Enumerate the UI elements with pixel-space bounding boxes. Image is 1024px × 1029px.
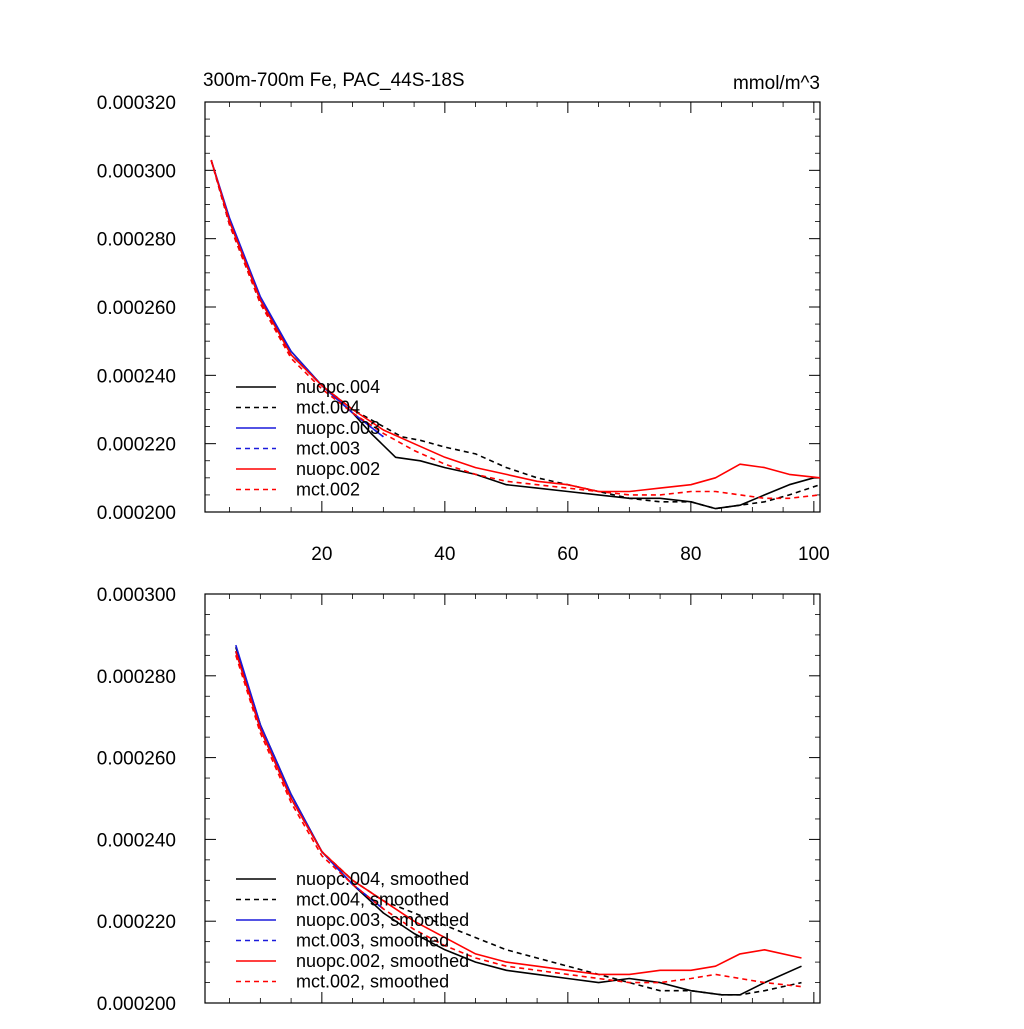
legend-label: nuopc.002 — [296, 459, 380, 479]
y-tick-label: 0.000260 — [97, 298, 176, 319]
x-tick-label: 20 — [311, 544, 332, 565]
y-tick-label: 0.000220 — [97, 435, 176, 456]
x-tick-label: 80 — [680, 544, 701, 565]
y-tick-label: 0.000240 — [97, 366, 176, 387]
chart-title: 300m-700m Fe, PAC_44S-18S — [203, 70, 465, 91]
y-tick-label: 0.000300 — [97, 585, 176, 606]
legend-label: mct.003 — [296, 439, 360, 459]
y-tick-label: 0.000220 — [97, 912, 176, 933]
x-tick-label: 40 — [434, 544, 455, 565]
series-line — [235, 655, 802, 988]
legend-label: nuopc.004, smoothed — [296, 869, 469, 889]
legend-label: mct.004 — [296, 398, 360, 418]
chart-units: mmol/m^3 — [733, 73, 820, 94]
legend-label: mct.002 — [296, 480, 360, 500]
legend-label: nuopc.002, smoothed — [296, 951, 469, 971]
y-tick-label: 0.000260 — [97, 749, 176, 770]
series-line — [210, 159, 821, 510]
series-line — [235, 651, 802, 976]
y-tick-label: 0.000280 — [97, 667, 176, 688]
y-tick-label: 0.000280 — [97, 230, 176, 251]
legend-label: mct.002, smoothed — [296, 972, 449, 992]
legend-label: nuopc.003 — [296, 418, 380, 438]
series-line — [210, 159, 821, 500]
series-line — [210, 159, 821, 493]
x-tick-label: 60 — [557, 544, 578, 565]
y-tick-label: 0.000300 — [97, 161, 176, 182]
series-line — [210, 159, 384, 438]
legend-label: mct.003, smoothed — [296, 931, 449, 951]
y-tick-label: 0.000200 — [97, 503, 176, 524]
legend-label: nuopc.004 — [296, 377, 380, 397]
legend-label: mct.004, smoothed — [296, 890, 449, 910]
x-tick-label: 100 — [798, 544, 830, 565]
legend-label: nuopc.003, smoothed — [296, 910, 469, 930]
y-tick-label: 0.000320 — [97, 93, 176, 114]
y-tick-label: 0.000200 — [97, 994, 176, 1015]
y-tick-label: 0.000240 — [97, 830, 176, 851]
